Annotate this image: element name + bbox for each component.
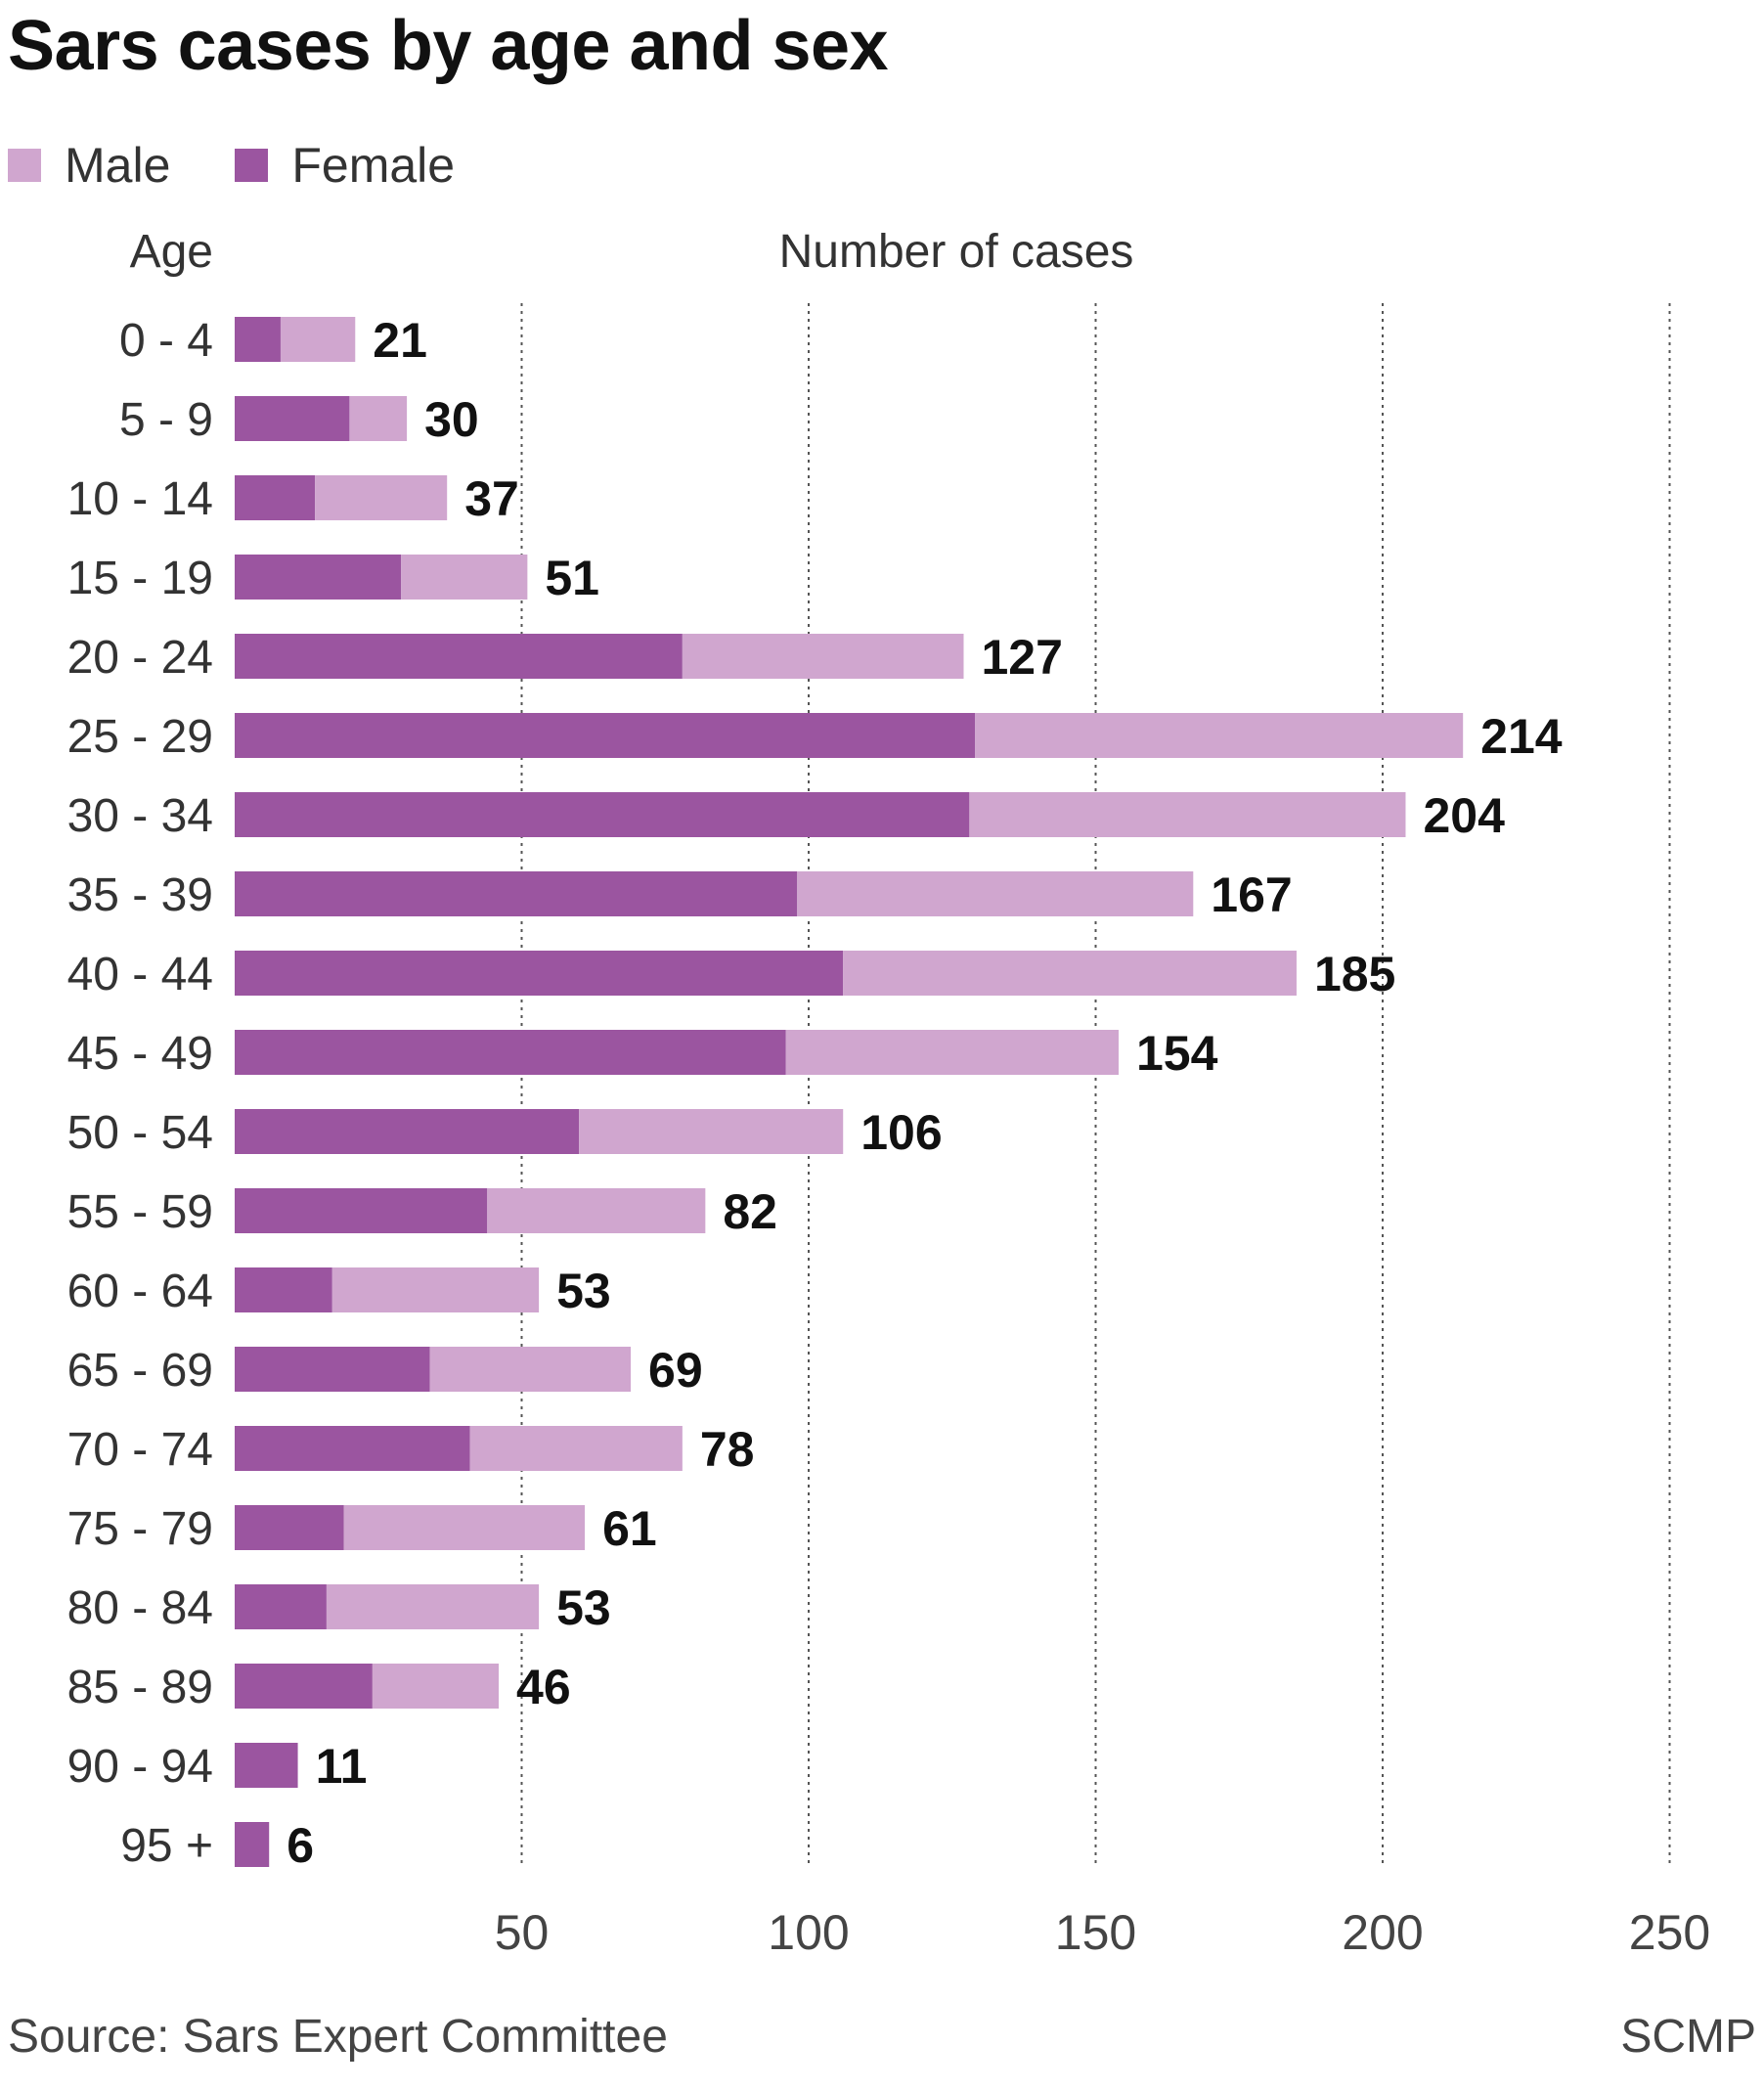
total-label: 46 [516,1660,571,1714]
bar-female [235,792,970,837]
bar-male [682,634,964,679]
legend: Male Female [8,137,519,194]
y-axis-title: Age [130,226,213,278]
x-axis-title: Number of cases [779,226,1134,278]
total-label: 127 [981,630,1062,685]
legend-swatch-female [235,149,269,182]
category-label: 85 - 89 [67,1662,213,1713]
x-tick-label: 150 [1055,1905,1136,1960]
total-label: 11 [316,1739,368,1794]
bar-male [349,396,408,441]
legend-swatch-male [8,149,41,182]
bar-male [280,317,356,362]
legend-item-male: Male [8,137,170,194]
legend-item-female: Female [235,137,455,194]
bar-male [315,475,448,520]
bar-female [235,634,683,679]
bar-male [469,1426,683,1471]
credit: SCMP [1620,2011,1756,2063]
category-label: 35 - 39 [67,869,213,921]
total-label: 61 [602,1501,657,1556]
category-label: 5 - 9 [119,394,213,446]
total-label: 6 [287,1818,314,1873]
source-note: Source: Sars Expert Committee [8,2011,668,2063]
x-tick-label: 250 [1629,1905,1710,1960]
total-label: 78 [700,1422,755,1477]
category-label: 20 - 24 [67,632,213,684]
bar-male [785,1030,1119,1075]
bar-male [975,713,1464,758]
category-label: 30 - 34 [67,790,213,842]
category-label: 40 - 44 [67,949,213,1000]
total-label: 106 [860,1105,942,1160]
bar-male [343,1505,586,1550]
bar-female [235,1267,332,1312]
bar-female [235,713,976,758]
x-tick-label: 200 [1342,1905,1423,1960]
bar-female [235,1505,344,1550]
bar-male [326,1584,540,1629]
bar-male [429,1347,632,1392]
total-label: 53 [556,1264,611,1318]
bar-female [235,1584,327,1629]
total-label: 167 [1211,867,1292,922]
bar-female [235,1743,298,1788]
category-label: 15 - 19 [67,553,213,604]
bar-male [487,1188,706,1233]
bar-female [235,396,350,441]
total-label: 204 [1423,788,1505,843]
category-label: 10 - 14 [67,473,213,525]
labels: 50 100 150 200 250 0 - 4 21 5 - 9 30 10 - 14 37 15 … [67,313,1711,1960]
gridlines [520,303,1671,1868]
chart-title: Sars cases by age and sex [8,7,889,85]
category-label: 55 - 59 [67,1186,213,1238]
bar-female [235,555,402,600]
x-tick-label: 100 [768,1905,849,1960]
total-label: 185 [1314,947,1395,1001]
bar-female [235,1188,488,1233]
total-label: 21 [373,313,427,368]
total-label: 37 [464,471,519,526]
total-label: 82 [723,1184,777,1239]
category-label: 25 - 29 [67,711,213,763]
bar-female [235,1426,470,1471]
category-label: 95 + [120,1820,213,1872]
bar-male [372,1664,500,1709]
category-label: 60 - 64 [67,1266,213,1317]
bar-female [235,1347,430,1392]
bar-male [843,951,1297,996]
category-label: 80 - 84 [67,1582,213,1634]
category-label: 75 - 79 [67,1503,213,1555]
bar-male [797,871,1194,916]
total-label: 53 [556,1580,611,1635]
bar-male [579,1109,844,1154]
bar-female [235,1109,580,1154]
bar-female [235,1664,373,1709]
category-label: 45 - 49 [67,1028,213,1080]
bar-male [331,1267,540,1312]
bar-female [235,951,844,996]
x-tick-label: 50 [495,1905,550,1960]
bar-female [235,871,798,916]
bar-male [401,555,528,600]
bar-male [969,792,1406,837]
category-label: 70 - 74 [67,1424,213,1476]
category-label: 90 - 94 [67,1741,213,1793]
total-label: 51 [545,551,599,605]
category-label: 0 - 4 [119,315,213,367]
legend-label-male: Male [65,138,171,193]
bar-female [235,475,316,520]
total-label: 154 [1136,1026,1218,1081]
total-label: 69 [648,1343,703,1398]
bar-female [235,1822,270,1867]
bars [235,317,1464,1867]
category-label: 50 - 54 [67,1107,213,1159]
legend-label-female: Female [291,138,456,193]
bar-female [235,317,281,362]
category-label: 65 - 69 [67,1345,213,1397]
bar-female [235,1030,786,1075]
total-label: 214 [1480,709,1563,764]
total-label: 30 [424,392,479,447]
